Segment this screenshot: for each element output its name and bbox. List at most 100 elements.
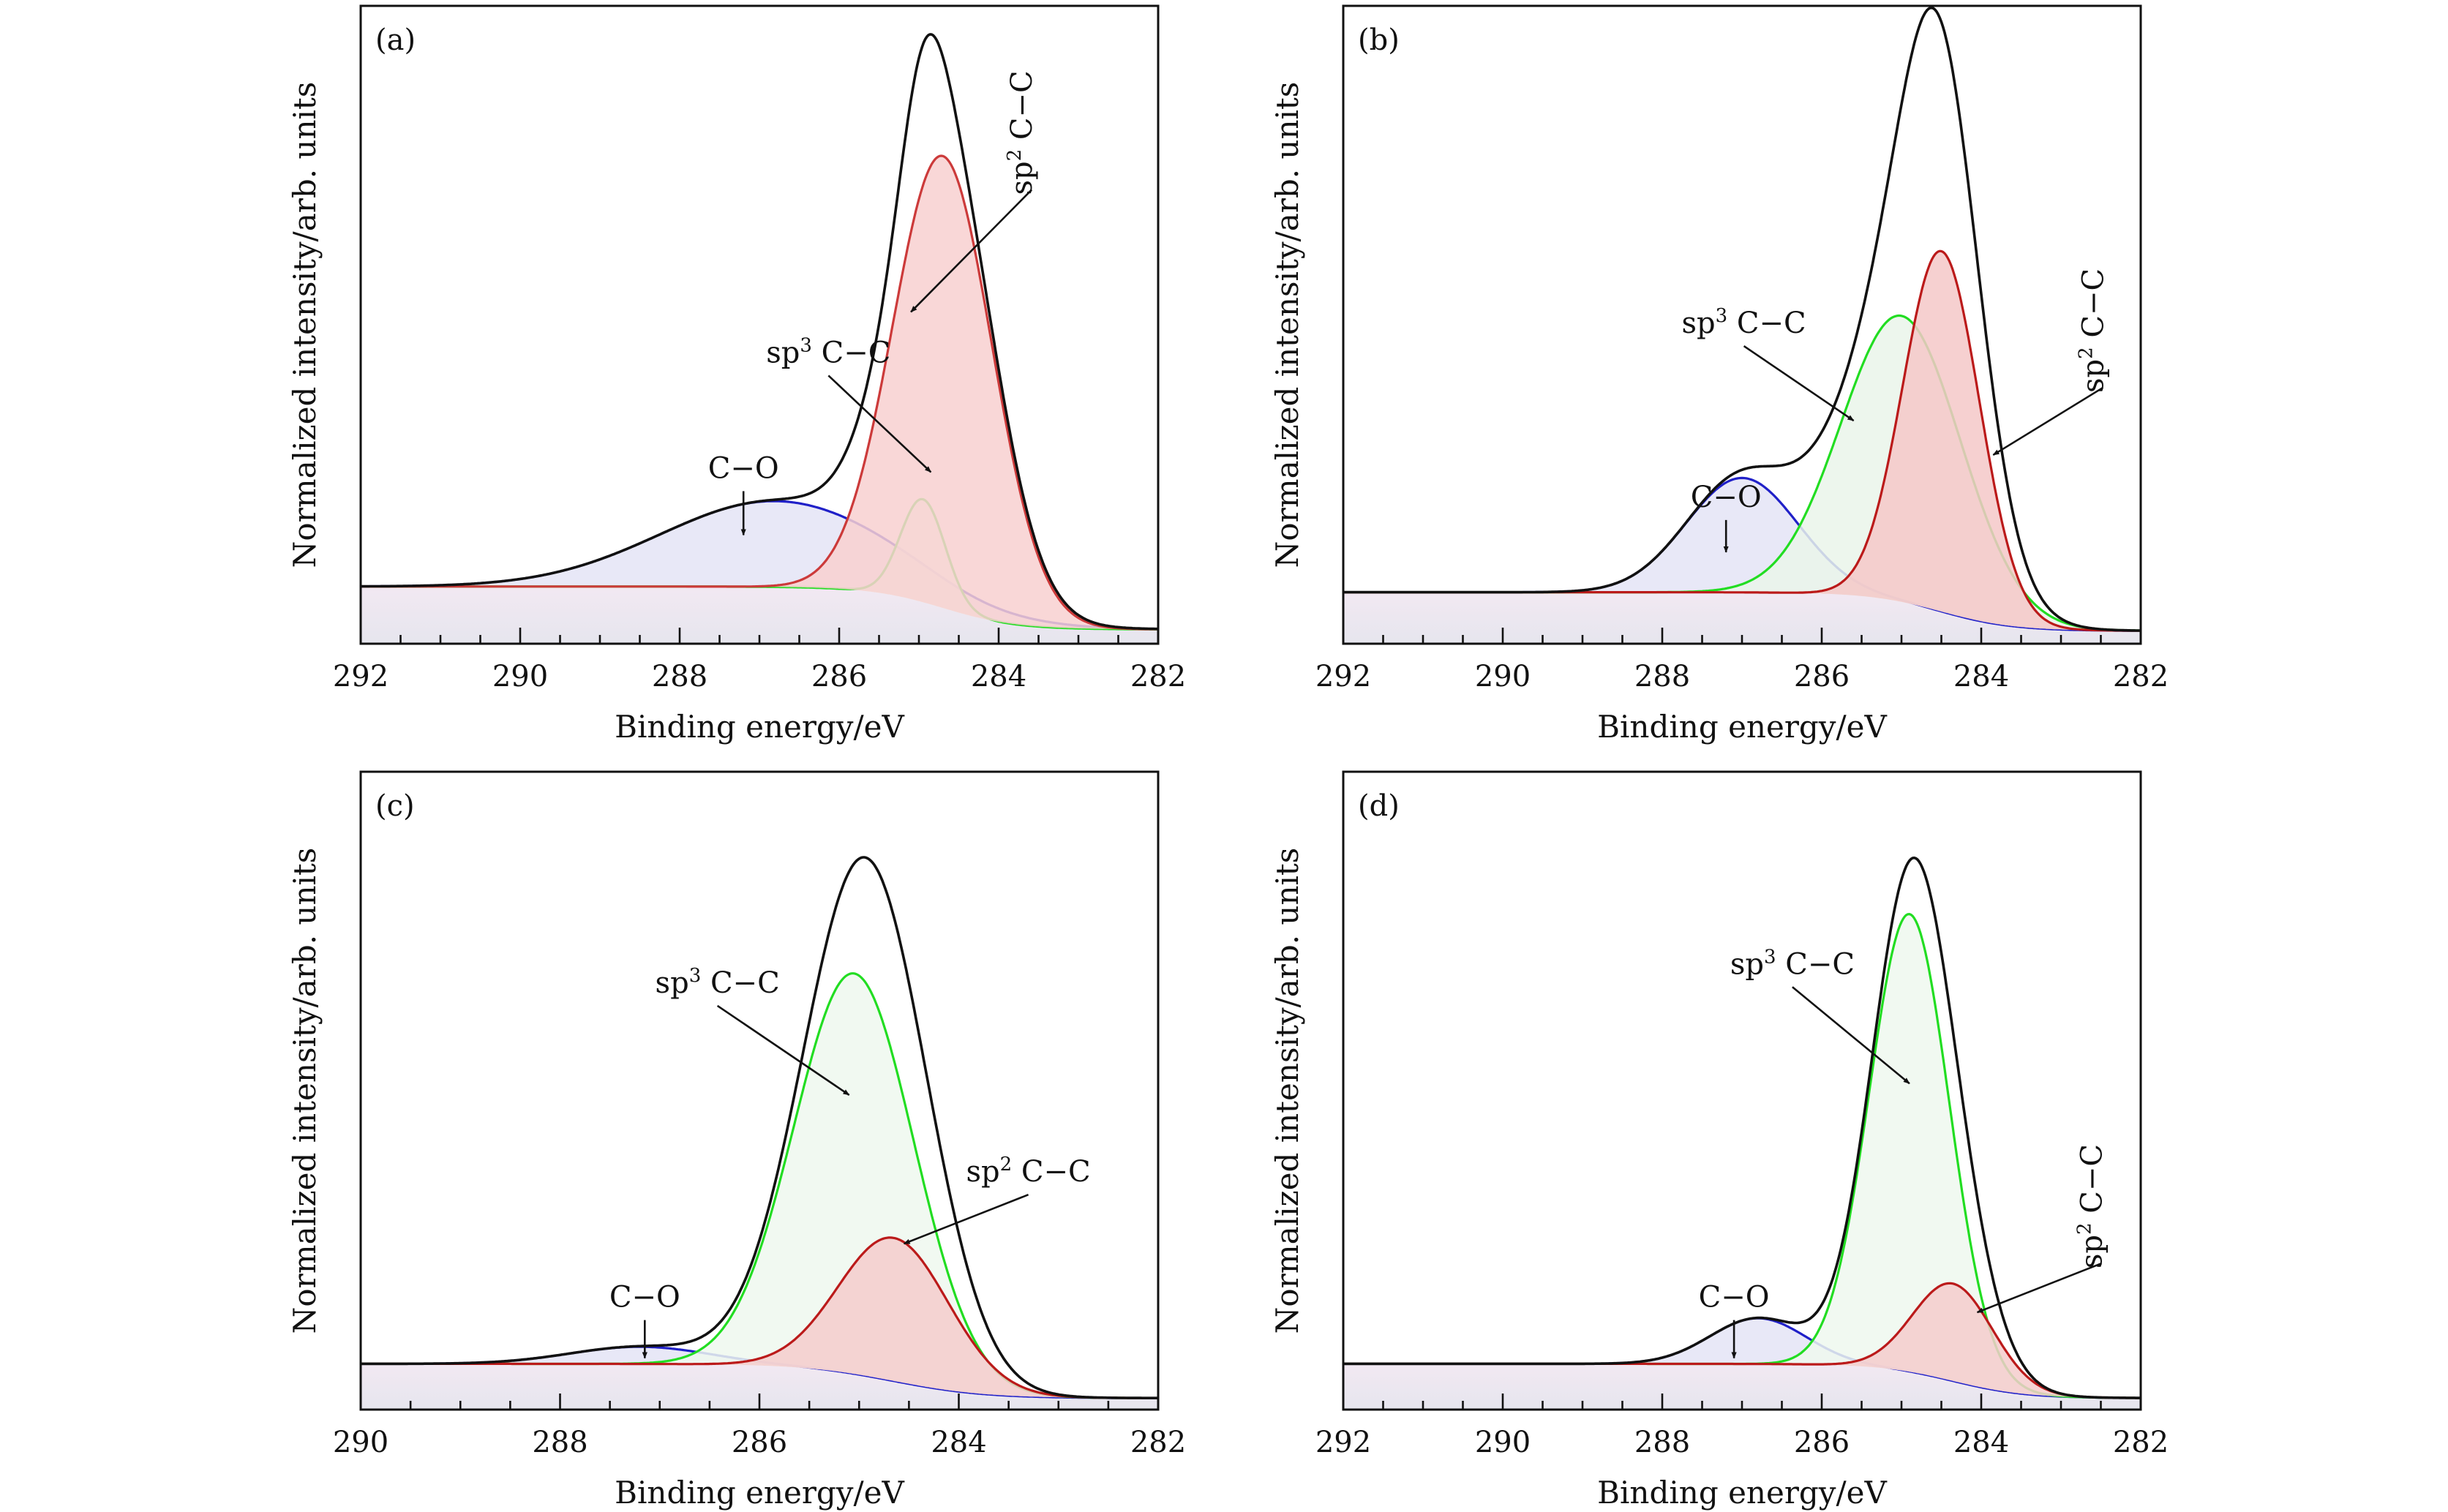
panel-label: (b) <box>1358 23 1400 57</box>
component-line-2 <box>361 1236 1158 1399</box>
annotation-label-part: 3 <box>800 334 812 356</box>
annotation-label-part: C−O <box>1699 1281 1770 1314</box>
annotation-label: sp3 C−C <box>1730 946 1855 981</box>
annotation-arrow <box>827 375 932 473</box>
panel-d: 292 290 288 286 284 282 Binding energy/eV Norma… <box>1269 770 2169 1511</box>
component-fill-2 <box>1343 1283 2141 1399</box>
annotation-arrow <box>1792 986 1910 1085</box>
annotation-arrow <box>1743 345 1855 422</box>
x-tick-label: 282 <box>1130 660 1186 693</box>
annotation-label-part: C−C <box>812 336 890 369</box>
x-tick-label: 286 <box>1794 1426 1850 1459</box>
annotation-label: C−O <box>609 1281 680 1314</box>
x-tick-label: 288 <box>532 1426 587 1459</box>
annotation-label-part: C−C <box>2076 1144 2109 1222</box>
component-line-2 <box>361 154 1158 631</box>
x-tick-label: 286 <box>732 1426 787 1459</box>
annotation-arrow <box>910 189 1033 313</box>
annotation-label-part: sp <box>656 966 689 1000</box>
x-tick-label: 286 <box>811 660 867 693</box>
annotation-label: sp3 C−C <box>1682 305 1806 340</box>
x-tick-label: 292 <box>1315 660 1371 693</box>
annotation-label: sp2 C−C <box>2074 1144 2109 1268</box>
annotation-label-part: sp <box>766 336 800 369</box>
x-tick-label: 290 <box>1475 1426 1531 1459</box>
annotation-label-part: 3 <box>689 965 702 987</box>
panel-label: (d) <box>1358 789 1400 823</box>
background-fill <box>361 586 1158 644</box>
annotation-label-part: C−O <box>708 451 779 485</box>
component-fill-2 <box>361 1237 1158 1399</box>
x-tick-label: 282 <box>1130 1426 1186 1459</box>
x-tick-label: 288 <box>1634 660 1690 693</box>
annotation-label: sp2 C−C <box>966 1154 1090 1189</box>
x-axis-label: Binding energy/eV <box>1597 1475 1887 1511</box>
annotation-label-part: C−O <box>1691 481 1762 514</box>
annotation-label: sp2 C−C <box>1004 70 1039 195</box>
x-tick-label: 282 <box>2113 660 2169 693</box>
annotation-arrow <box>1976 1262 2103 1314</box>
annotation-label-part: C−C <box>701 966 779 1000</box>
annotation-label: sp3 C−C <box>656 965 780 1000</box>
x-axis-label: Binding energy/eV <box>615 709 904 745</box>
annotation-label-part: 3 <box>1764 946 1776 968</box>
x-tick-label: 292 <box>333 660 388 693</box>
x-tick-label: 284 <box>971 660 1026 693</box>
panel-label: (a) <box>375 23 416 57</box>
component-fill-2 <box>1343 251 2141 631</box>
background-fill <box>1343 1364 2141 1410</box>
annotation-label-part: 2 <box>1000 1154 1013 1176</box>
annotation-label: C−O <box>1691 481 1762 514</box>
annotation-label: C−O <box>708 451 779 485</box>
annotation-label-part: 2 <box>1004 149 1026 162</box>
x-tick-label: 284 <box>1953 1426 2009 1459</box>
annotation-label-part: 2 <box>2075 347 2097 359</box>
panel-label: (c) <box>375 789 415 823</box>
annotation-label-part: sp <box>1730 947 1764 981</box>
annotation-label: sp3 C−C <box>766 334 890 369</box>
envelope-line <box>361 856 1158 1399</box>
y-axis-label: Normalized intensity/arb. units <box>1269 848 1305 1334</box>
annotation-label-part: C−C <box>2076 268 2110 347</box>
envelope-line <box>361 33 1159 631</box>
x-tick-label: 288 <box>1634 1426 1690 1459</box>
annotation-arrow <box>903 1194 1029 1245</box>
component-fill-0 <box>1343 478 2141 631</box>
panel-c: 290 288 286 284 282 Binding energy/eV Normaliz… <box>287 770 1186 1511</box>
annotation-label-part: C−C <box>1005 70 1039 148</box>
x-tick-label: 286 <box>1794 660 1850 693</box>
component-fill-1 <box>1343 914 2141 1399</box>
background-fill <box>1343 592 2141 644</box>
x-tick-label: 290 <box>333 1426 388 1459</box>
y-axis-label: Normalized intensity/arb. units <box>287 848 323 1334</box>
annotation-label-part: sp <box>1005 161 1039 195</box>
x-tick-label: 284 <box>931 1426 986 1459</box>
annotation-label-part: C−C <box>1776 947 1855 981</box>
x-axis-label: Binding energy/eV <box>615 1475 904 1511</box>
annotation-label-part: C−C <box>1012 1155 1090 1189</box>
annotation-label: sp2 C−C <box>2075 268 2110 393</box>
x-axis-label: Binding energy/eV <box>1597 709 1887 745</box>
panel-a: 292 290 288 286 284 282 Binding energy/eV Norma… <box>287 4 1186 745</box>
y-axis-label: Normalized intensity/arb. units <box>287 82 323 568</box>
envelope-line <box>1343 6 2141 632</box>
x-tick-label: 288 <box>652 660 707 693</box>
annotation-label-part: 3 <box>1716 305 1728 327</box>
panel-b: 292 290 288 286 284 282 Binding energy/eV Norma… <box>1269 4 2169 745</box>
component-fill-1 <box>361 973 1158 1399</box>
x-tick-label: 282 <box>2113 1426 2169 1459</box>
annotation-arrow <box>1992 386 2104 456</box>
component-fill-0 <box>361 1347 1158 1399</box>
annotation-label-part: C−O <box>609 1281 680 1314</box>
x-tick-label: 292 <box>1315 1426 1371 1459</box>
envelope-line <box>1343 856 2141 1399</box>
annotation-arrow <box>716 1004 850 1096</box>
component-fill-0 <box>1343 1318 2141 1399</box>
y-axis-label: Normalized intensity/arb. units <box>1269 82 1305 568</box>
x-tick-label: 290 <box>1475 660 1531 693</box>
annotation-label: C−O <box>1699 1281 1770 1314</box>
annotation-label-part: C−C <box>1727 306 1806 340</box>
annotation-label-part: sp <box>2076 359 2110 393</box>
annotation-label-part: sp <box>1682 306 1716 340</box>
